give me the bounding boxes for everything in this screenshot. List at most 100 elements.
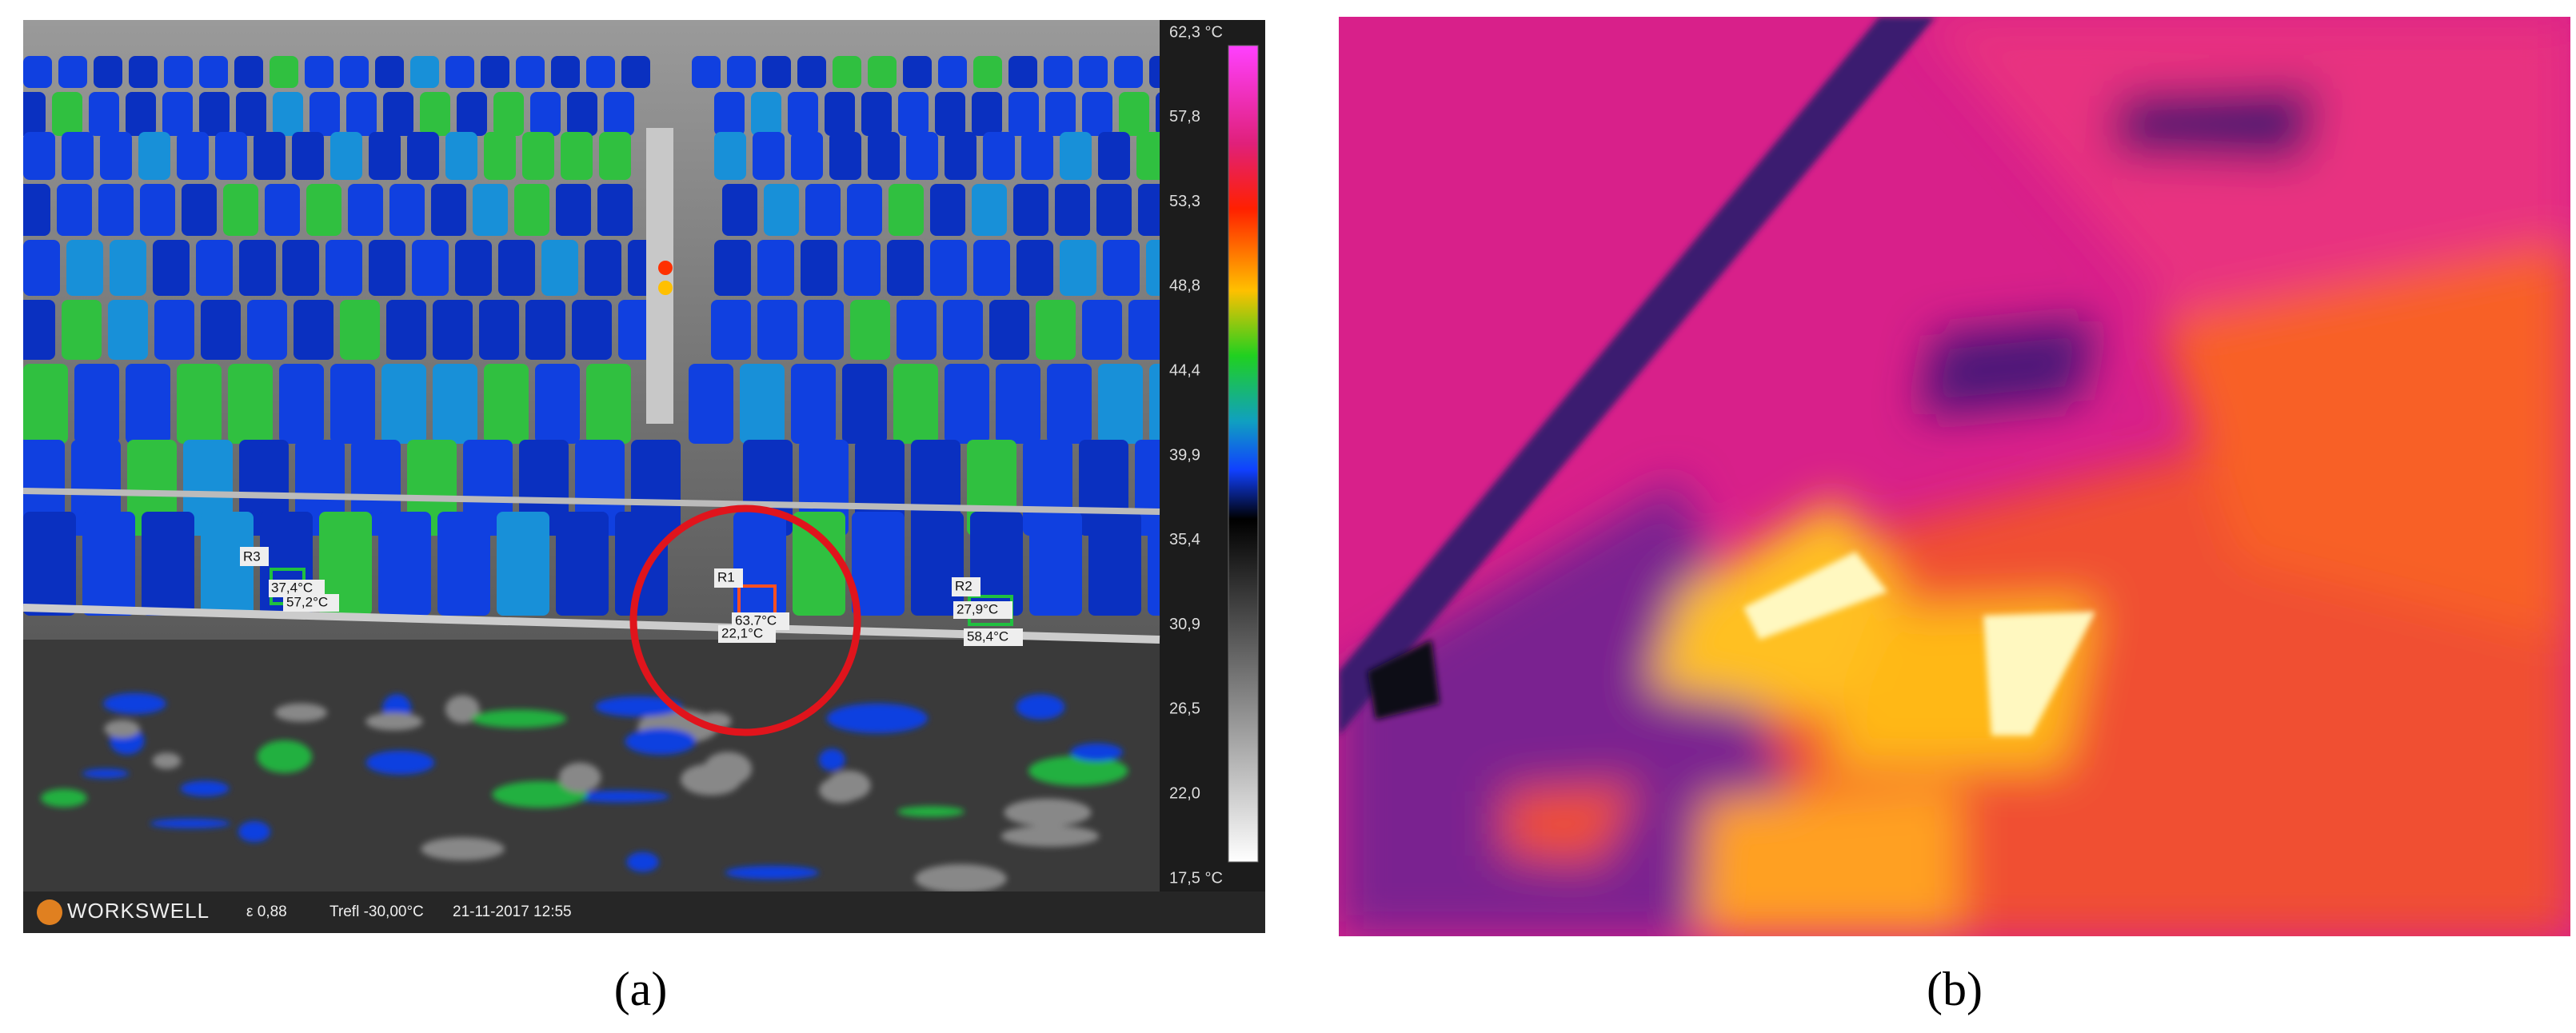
ground-spot [41, 788, 87, 808]
solar-panel [514, 184, 549, 236]
solar-panel [541, 240, 578, 296]
solar-panel [378, 512, 431, 616]
solar-panel [889, 184, 924, 236]
solar-panel [420, 92, 450, 136]
solar-panel [445, 132, 477, 180]
solar-panel [615, 512, 668, 616]
colorbar-labels: 62,3 °C 57,8 53,3 48,8 44,4 39,9 35,4 30,9 26,5 2… [1169, 23, 1223, 887]
solar-panel [722, 184, 757, 236]
solar-panel [100, 132, 132, 180]
solar-panel [201, 300, 241, 360]
solar-panel [369, 240, 405, 296]
solar-panel [797, 56, 826, 88]
solar-panel [273, 92, 303, 136]
solar-panel [74, 364, 119, 444]
ground-spot [1004, 798, 1092, 827]
solar-panel [829, 132, 861, 180]
ground-spot [274, 703, 327, 722]
solar-panel [1045, 92, 1076, 136]
ground-spot [725, 865, 820, 880]
solar-panel [381, 364, 426, 444]
solar-panel [330, 132, 362, 180]
ground-spot [1000, 825, 1100, 848]
solar-panel [497, 512, 549, 616]
highlight-circle [629, 505, 861, 736]
hot-spot [658, 261, 673, 275]
ground-spot [897, 806, 965, 817]
solar-panel [389, 184, 425, 236]
solar-panel [1098, 364, 1143, 444]
solar-panel [973, 240, 1010, 296]
solar-panel [1088, 512, 1141, 616]
ground-spot [818, 748, 845, 772]
tag-bg [953, 601, 1012, 619]
emissivity: ε 0,88 [246, 903, 287, 920]
solar-panel [897, 300, 937, 360]
solar-panel [23, 300, 55, 360]
solar-panel [215, 132, 247, 180]
solar-panel [604, 92, 634, 136]
solar-panel [1044, 56, 1072, 88]
solar-panel [898, 92, 929, 136]
footer [23, 891, 1265, 933]
solar-panel [585, 240, 621, 296]
solar-panel [445, 56, 474, 88]
solar-panel [481, 56, 509, 88]
ground-spot [558, 762, 601, 792]
solar-panel [930, 184, 965, 236]
solar-panel [861, 92, 892, 136]
solar-panel [57, 184, 92, 236]
ground-spot [365, 712, 423, 731]
solar-panel [154, 300, 194, 360]
solar-panel [945, 364, 989, 444]
solar-panel [484, 364, 529, 444]
solar-panel [455, 240, 492, 296]
solar-panel [757, 300, 797, 360]
reflected-temperature: Trefl -30,00°C [329, 903, 424, 920]
marker-value: 27,9°C [957, 601, 998, 616]
solar-panel [1128, 300, 1160, 360]
solar-panel [516, 56, 545, 88]
solar-panel [757, 240, 794, 296]
solar-panel [62, 132, 94, 180]
solar-panel [66, 240, 103, 296]
solar-panel [138, 132, 170, 180]
solar-panel [164, 56, 193, 88]
solar-panel [1008, 56, 1037, 88]
panel-b [1339, 17, 2570, 936]
solar-panel [142, 512, 194, 616]
solar-panel [1060, 132, 1092, 180]
marker-id: R1 [717, 569, 735, 584]
ground-spot [365, 750, 435, 775]
solar-panel [751, 92, 781, 136]
solar-panel [279, 364, 324, 444]
solar-panel [805, 184, 841, 236]
marker-value: 37,4°C [271, 580, 313, 595]
solar-panel [340, 300, 380, 360]
solar-panel [788, 92, 818, 136]
solar-panel [733, 512, 786, 616]
solar-panel [325, 240, 362, 296]
solar-panel [945, 132, 976, 180]
solar-panel [94, 56, 122, 88]
marker-value: 22,1°C [721, 625, 763, 640]
solar-panel [561, 132, 593, 180]
solar-panel [484, 132, 516, 180]
marker-value: 63,7°C [735, 612, 777, 628]
mast [646, 128, 673, 424]
ground-spot [914, 863, 1007, 893]
solar-panel [943, 300, 983, 360]
panel-edge [1339, 17, 1935, 736]
junction [1368, 640, 1440, 720]
colorbar-label: 26,5 [1169, 700, 1200, 718]
solar-panel [348, 184, 383, 236]
solar-panel [714, 92, 745, 136]
solar-panel [711, 300, 751, 360]
colorbar-label: 22,0 [1169, 784, 1200, 802]
colorbar-label: 57,8 [1169, 108, 1200, 126]
solar-panel [23, 512, 76, 616]
solar-panel [305, 56, 333, 88]
solar-panel [791, 364, 836, 444]
ground-spot [180, 780, 230, 797]
